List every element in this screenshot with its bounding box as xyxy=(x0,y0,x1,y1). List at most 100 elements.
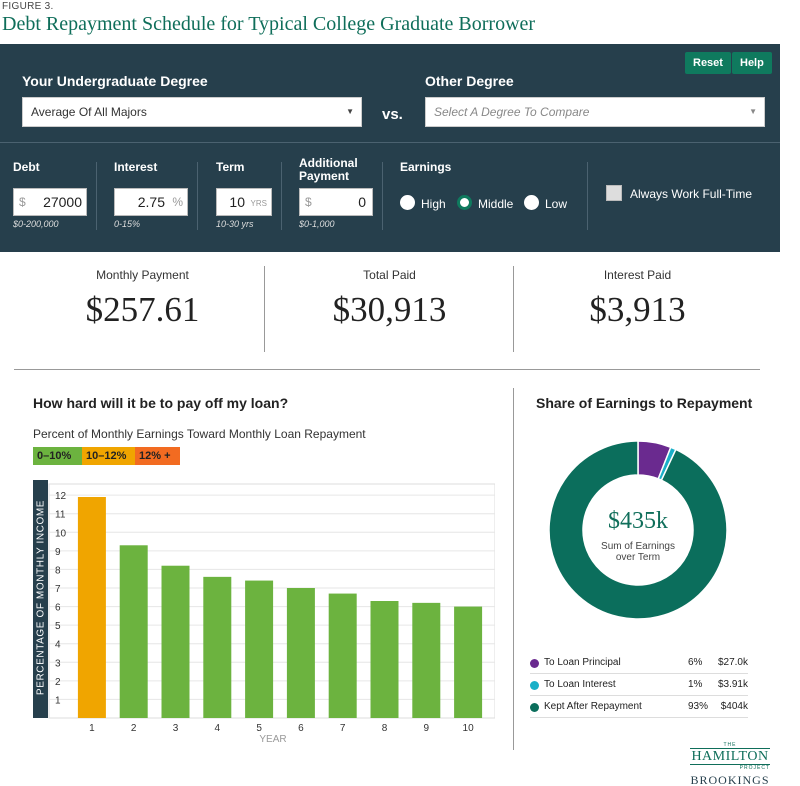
earnings-low-label: Low xyxy=(545,197,568,211)
interest-input[interactable]: 2.75 % xyxy=(114,188,188,216)
y-tick-label: 2 xyxy=(55,677,61,688)
y-tick-label: 3 xyxy=(55,658,61,669)
x-tick-label: 1 xyxy=(89,723,95,734)
other-degree-label: Other Degree xyxy=(425,73,514,89)
field-separator xyxy=(382,162,383,230)
stat-separator xyxy=(264,266,265,352)
interest-paid-stat: Interest Paid $3,913 xyxy=(515,268,760,330)
field-separator xyxy=(281,162,282,230)
bar-chart-subtitle: Percent of Monthly Earnings Toward Month… xyxy=(33,427,366,441)
full-time-checkbox[interactable] xyxy=(606,185,622,201)
bar-year-3 xyxy=(161,565,190,718)
earnings-middle-radio[interactable] xyxy=(457,195,472,210)
y-tick-label: 6 xyxy=(55,603,61,614)
bar-year-9 xyxy=(412,602,441,718)
interest-value: 2.75 xyxy=(137,194,165,210)
interest-paid-label: Interest Paid xyxy=(603,268,672,282)
donut-slice-2 xyxy=(548,440,728,620)
x-tick-label: 10 xyxy=(463,723,475,734)
interest-label: Interest xyxy=(114,160,158,174)
legend-high: 12% + xyxy=(135,447,180,465)
donut-chart-svg xyxy=(548,440,728,620)
term-input[interactable]: 10 YRS xyxy=(216,188,272,216)
chart-separator xyxy=(513,388,514,750)
y-tick-label: 4 xyxy=(55,640,61,651)
monthly-payment-stat: Monthly Payment $257.61 xyxy=(20,268,265,330)
donut-center-value: $435k xyxy=(608,508,668,534)
y-tick-label: 12 xyxy=(55,491,67,502)
legend-name: Kept After Repayment xyxy=(544,701,642,712)
bar-year-5 xyxy=(245,580,274,718)
figure-title: Debt Repayment Schedule for Typical Coll… xyxy=(2,13,536,35)
help-button[interactable]: Help xyxy=(732,52,772,74)
dollar-prefix: $ xyxy=(19,195,26,209)
term-range: 10-30 yrs xyxy=(216,219,254,229)
figure-label: FIGURE 3. xyxy=(2,1,54,12)
earnings-label: Earnings xyxy=(400,160,452,174)
legend-name: To Loan Interest xyxy=(544,679,616,690)
y-tick-label: 11 xyxy=(55,510,66,521)
debt-label: Debt xyxy=(13,160,40,174)
percent-suffix: % xyxy=(172,195,183,209)
earnings-low-radio[interactable] xyxy=(524,195,539,210)
undergrad-degree-label: Your Undergraduate Degree xyxy=(22,73,208,89)
earnings-middle-label: Middle xyxy=(478,197,514,211)
legend-amount: $3.91k xyxy=(717,679,748,690)
y-tick-label: 10 xyxy=(55,528,67,539)
vs-label: vs. xyxy=(382,106,403,123)
bar-year-4 xyxy=(203,576,232,718)
additional-payment-value: 0 xyxy=(358,194,366,210)
donut-legend-row: To Loan Principal 6% $27.0k xyxy=(530,654,748,674)
legend-name: To Loan Principal xyxy=(544,657,621,668)
undergrad-degree-select[interactable]: Average Of All Majors ▼ xyxy=(22,97,362,127)
legend-dot xyxy=(530,681,539,690)
debt-input[interactable]: $ 27000 xyxy=(13,188,87,216)
debt-range: $0-200,000 xyxy=(13,219,59,229)
y-tick-label: 7 xyxy=(55,584,61,595)
stat-separator xyxy=(513,266,514,352)
donut-chart-title: Share of Earnings to Repayment xyxy=(536,395,753,411)
field-separator xyxy=(197,162,198,230)
interest-range: 0-15% xyxy=(114,219,141,229)
total-paid-label: Total Paid xyxy=(363,268,416,282)
legend-amount: $27.0k xyxy=(717,657,748,668)
logo-project: PROJECT xyxy=(739,765,770,771)
bar-year-1 xyxy=(77,497,106,718)
legend-low: 0–10% xyxy=(33,447,82,465)
other-degree-select[interactable]: Select A Degree To Compare ▼ xyxy=(425,97,765,127)
additional-payment-range: $0-1,000 xyxy=(299,219,335,229)
monthly-payment-label: Monthly Payment xyxy=(96,268,189,282)
bar-chart: PERCENTAGE OF MONTHLY INCOME 1 2 3 4 5 6 7 8 9 10… xyxy=(33,480,495,748)
bar-year-6 xyxy=(286,588,315,718)
legend-pct: 6% xyxy=(688,657,703,668)
legend-dot xyxy=(530,703,539,712)
section-divider xyxy=(14,369,760,370)
x-tick-label: 2 xyxy=(131,723,137,734)
bar-chart-title: How hard will it be to pay off my loan? xyxy=(33,395,289,411)
earnings-high-radio[interactable] xyxy=(400,195,415,210)
x-axis-label: YEAR xyxy=(259,734,286,745)
bar-year-7 xyxy=(328,593,357,718)
total-paid-stat: Total Paid $30,913 xyxy=(267,268,512,330)
donut-center-label: Sum of Earnings over Term xyxy=(601,541,675,563)
additional-payment-input[interactable]: $ 0 xyxy=(299,188,373,216)
legend-mid: 10–12% xyxy=(82,447,135,465)
reset-button[interactable]: Reset xyxy=(685,52,731,74)
other-degree-placeholder: Select A Degree To Compare xyxy=(434,105,590,119)
years-suffix: YRS xyxy=(250,199,267,208)
x-tick-label: 8 xyxy=(382,723,388,734)
bar-year-8 xyxy=(370,601,399,718)
chevron-down-icon: ▼ xyxy=(346,107,354,116)
donut-center: $435k Sum of Earnings over Term xyxy=(548,440,728,620)
donut-chart: $435k Sum of Earnings over Term xyxy=(548,440,728,620)
earnings-high-label: High xyxy=(421,197,446,211)
y-tick-label: 5 xyxy=(55,621,61,632)
y-axis-band: PERCENTAGE OF MONTHLY INCOME xyxy=(33,480,48,718)
donut-legend-row: To Loan Interest 1% $3.91k xyxy=(530,676,748,696)
x-tick-label: 9 xyxy=(424,723,430,734)
chevron-down-icon: ▼ xyxy=(749,107,757,116)
control-panel: Reset Help Your Undergraduate Degree Ave… xyxy=(0,44,780,252)
total-paid-value: $30,913 xyxy=(332,290,447,329)
x-tick-label: 4 xyxy=(215,723,221,734)
donut-legend-row: Kept After Repayment 93% $404k xyxy=(530,698,748,718)
